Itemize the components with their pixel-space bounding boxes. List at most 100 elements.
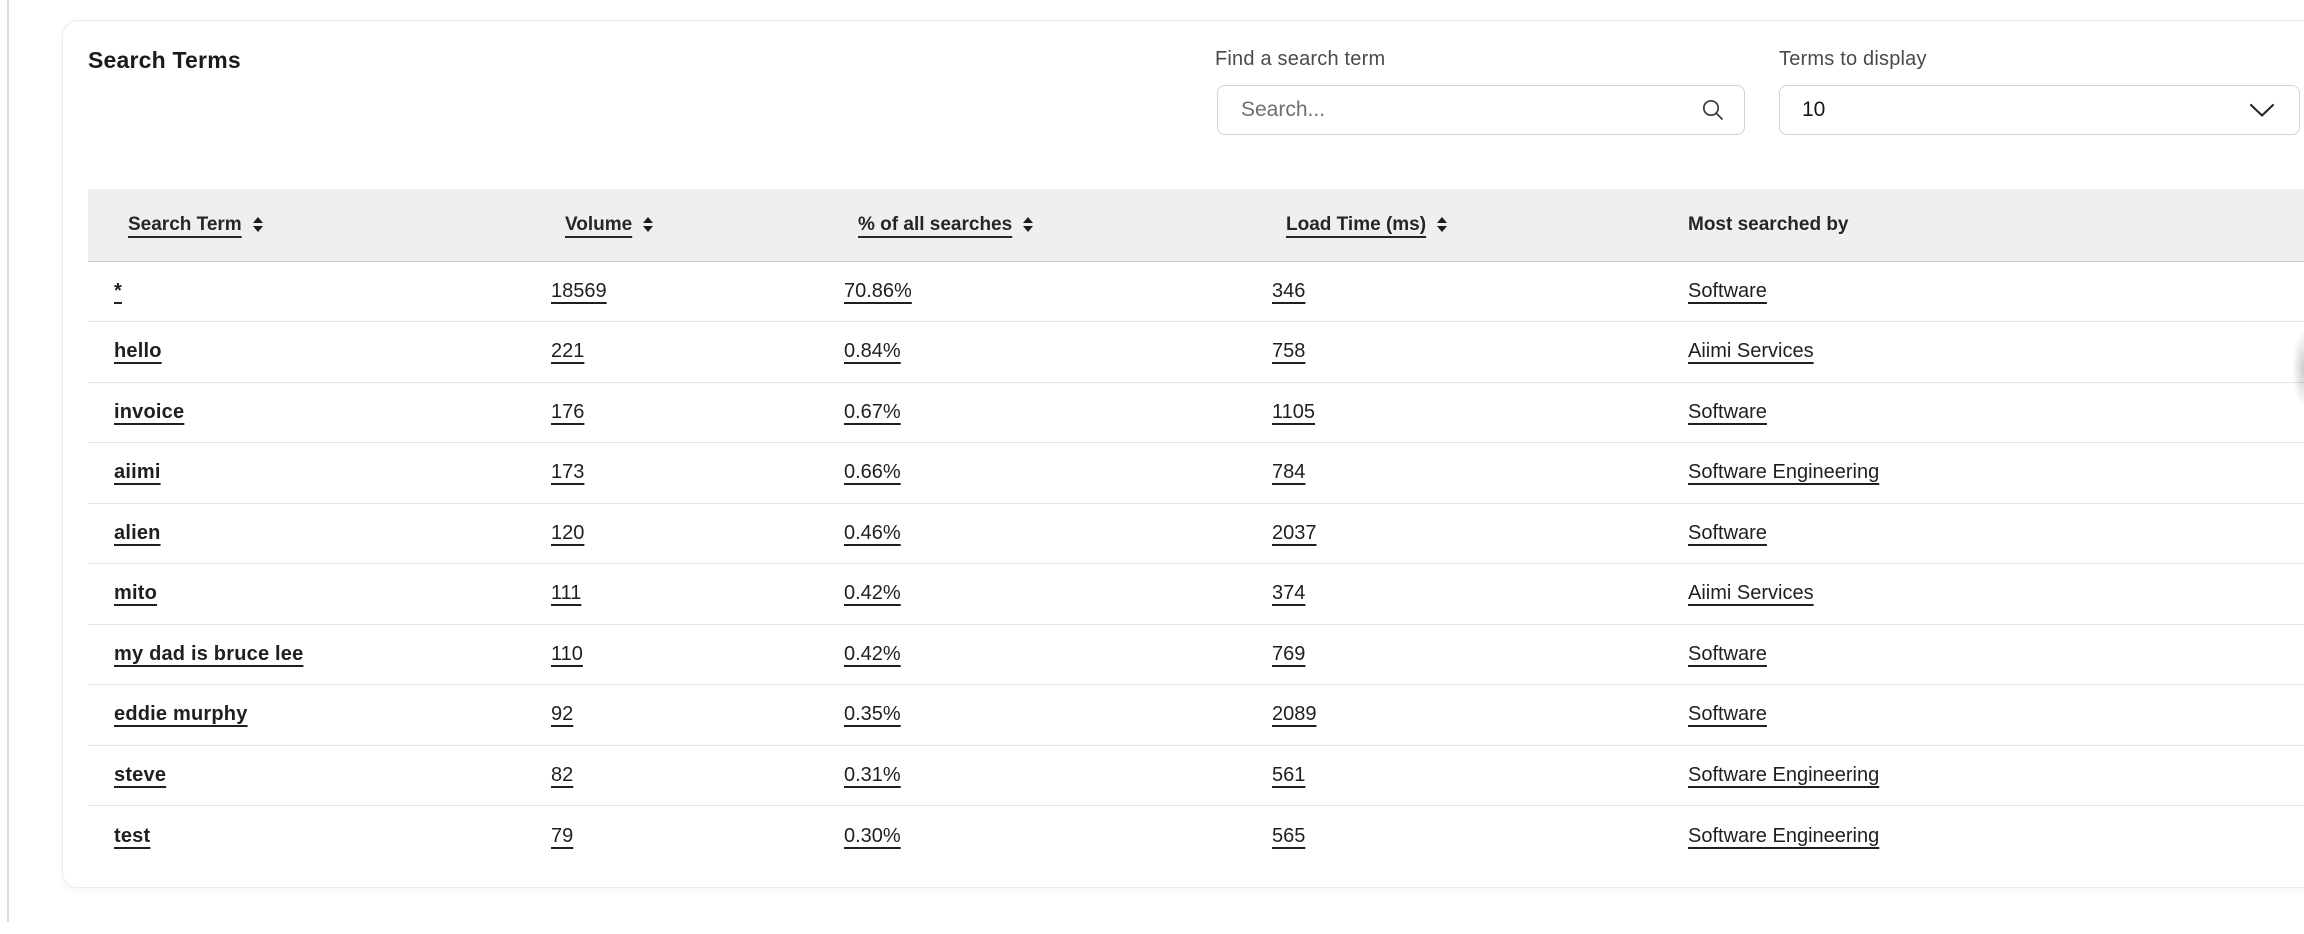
- cell-load-time: 784: [1246, 442, 1662, 503]
- cell-search-term: my dad is bruce lee: [88, 623, 525, 685]
- table-row: aiimi 173 0.66% 784 Software Engineering: [88, 442, 2304, 503]
- cell-most-searched-by-link[interactable]: Software: [1688, 703, 1767, 726]
- cell-volume: 111: [525, 563, 818, 624]
- cell-load-time-link[interactable]: 758: [1272, 340, 1306, 363]
- cell-search-term-link[interactable]: steve: [114, 763, 167, 786]
- cell-most-searched-by: Software: [1662, 502, 2304, 564]
- cell-load-time-link[interactable]: 561: [1272, 763, 1306, 786]
- cell-most-searched-by: Software: [1662, 261, 2304, 322]
- cell-search-term-link[interactable]: invoice: [114, 400, 185, 423]
- cell-most-searched-by: Software: [1662, 684, 2304, 745]
- cell-volume-link[interactable]: 120: [551, 521, 585, 544]
- cell-load-time-link[interactable]: 2089: [1272, 703, 1317, 726]
- cell-percent-of-searches-link[interactable]: 0.66%: [844, 461, 901, 484]
- cell-load-time: 769: [1246, 623, 1662, 685]
- chevron-down-icon: [2249, 103, 2275, 118]
- cell-percent-of-searches: 0.30%: [818, 805, 1246, 866]
- cell-load-time-link[interactable]: 565: [1272, 824, 1306, 847]
- cell-most-searched-by-link[interactable]: Aiimi Services: [1688, 582, 1814, 605]
- table-row: steve 82 0.31% 561 Software Engineering: [88, 744, 2304, 806]
- cell-search-term: steve: [88, 744, 525, 806]
- table-row: * 18569 70.86% 346 Software: [88, 261, 2304, 322]
- column-header-label: Most searched by: [1688, 213, 1849, 235]
- cell-volume: 221: [525, 321, 818, 382]
- cell-most-searched-by: Aiimi Services: [1662, 321, 2304, 382]
- cell-most-searched-by-link[interactable]: Software: [1688, 400, 1767, 423]
- cell-volume-link[interactable]: 176: [551, 400, 585, 423]
- cell-percent-of-searches-link[interactable]: 0.84%: [844, 340, 901, 363]
- table-header-row: Search Term Volume % o: [88, 189, 2304, 262]
- cell-most-searched-by-link[interactable]: Software Engineering: [1688, 461, 1880, 484]
- cell-most-searched-by: Software Engineering: [1662, 805, 2304, 866]
- search-field-label: Find a search term: [1215, 48, 1386, 70]
- cell-load-time-link[interactable]: 769: [1272, 642, 1306, 665]
- cell-load-time-link[interactable]: 374: [1272, 582, 1306, 605]
- cell-most-searched-by-link[interactable]: Software: [1688, 642, 1767, 665]
- cell-most-searched-by-link[interactable]: Software: [1688, 521, 1767, 544]
- search-icon[interactable]: [1700, 97, 1726, 123]
- cell-load-time: 561: [1246, 744, 1662, 806]
- sort-icon: [1023, 217, 1034, 233]
- cell-load-time-link[interactable]: 2037: [1272, 521, 1317, 544]
- cell-percent-of-searches-link[interactable]: 0.42%: [844, 642, 901, 665]
- cell-percent-of-searches-link[interactable]: 0.35%: [844, 703, 901, 726]
- cell-volume: 173: [525, 442, 818, 503]
- cell-search-term-link[interactable]: aiimi: [114, 461, 161, 484]
- cell-volume: 18569: [525, 261, 818, 322]
- cell-search-term-link[interactable]: *: [114, 279, 122, 302]
- cell-search-term-link[interactable]: hello: [114, 340, 162, 363]
- cell-percent-of-searches-link[interactable]: 0.42%: [844, 582, 901, 605]
- cell-most-searched-by-link[interactable]: Aiimi Services: [1688, 340, 1814, 363]
- cell-percent-of-searches-link[interactable]: 0.46%: [844, 521, 901, 544]
- search-terms-table-body: * 18569 70.86% 346 Software hello 221 0.84% 758 A…: [88, 261, 2304, 866]
- cell-load-time-link[interactable]: 784: [1272, 461, 1306, 484]
- cell-percent-of-searches: 0.84%: [818, 321, 1246, 382]
- column-header-volume[interactable]: Volume: [525, 189, 818, 262]
- cell-volume: 176: [525, 381, 818, 443]
- cell-volume-link[interactable]: 82: [551, 763, 574, 786]
- cell-search-term-link[interactable]: mito: [114, 582, 158, 605]
- cell-search-term: invoice: [88, 381, 525, 443]
- cell-volume-link[interactable]: 110: [551, 642, 583, 665]
- cell-search-term-link[interactable]: test: [114, 824, 151, 847]
- cell-volume-link[interactable]: 221: [551, 340, 585, 363]
- cell-percent-of-searches: 0.66%: [818, 442, 1246, 503]
- cell-percent-of-searches-link[interactable]: 70.86%: [844, 279, 912, 302]
- column-header-label: Volume: [565, 213, 633, 235]
- cell-most-searched-by-link[interactable]: Software Engineering: [1688, 824, 1880, 847]
- table-row: test 79 0.30% 565 Software Engineering: [88, 805, 2304, 866]
- cell-search-term-link[interactable]: my dad is bruce lee: [114, 642, 304, 665]
- cell-volume: 92: [525, 684, 818, 745]
- cell-load-time-link[interactable]: 1105: [1272, 400, 1316, 423]
- cell-volume-link[interactable]: 79: [551, 824, 574, 847]
- cell-load-time-link[interactable]: 346: [1272, 279, 1306, 302]
- cell-most-searched-by-link[interactable]: Software: [1688, 279, 1767, 302]
- column-header-search-term[interactable]: Search Term: [88, 189, 525, 262]
- column-header-label: Load Time (ms): [1286, 213, 1427, 235]
- cell-load-time: 346: [1246, 261, 1662, 322]
- cell-volume-link[interactable]: 173: [551, 461, 585, 484]
- column-header-load-time[interactable]: Load Time (ms): [1246, 189, 1662, 262]
- column-header-percent-of-searches[interactable]: % of all searches: [818, 189, 1246, 262]
- cell-percent-of-searches-link[interactable]: 0.30%: [844, 824, 901, 847]
- cell-search-term-link[interactable]: eddie murphy: [114, 703, 248, 726]
- cell-percent-of-searches-link[interactable]: 0.31%: [844, 763, 901, 786]
- cell-percent-of-searches-link[interactable]: 0.67%: [844, 400, 901, 423]
- search-box: [1217, 85, 1745, 135]
- cell-volume-link[interactable]: 18569: [551, 279, 607, 302]
- cell-volume: 120: [525, 502, 818, 564]
- search-input[interactable]: [1239, 97, 1700, 123]
- cell-search-term-link[interactable]: alien: [114, 521, 161, 544]
- sort-icon: [643, 217, 654, 233]
- cell-search-term: eddie murphy: [88, 684, 525, 745]
- scrollbar-thumb[interactable]: [2288, 318, 2304, 420]
- cell-most-searched-by-link[interactable]: Software Engineering: [1688, 763, 1880, 786]
- search-terms-table: Search Term Volume % o: [88, 189, 2304, 866]
- cell-volume-link[interactable]: 92: [551, 703, 574, 726]
- table-row: alien 120 0.46% 2037 Software: [88, 502, 2304, 564]
- cell-search-term: alien: [88, 502, 525, 564]
- cell-most-searched-by: Software Engineering: [1662, 442, 2304, 503]
- search-terms-card: Search Terms Find a search term Terms to…: [62, 20, 2304, 888]
- cell-volume-link[interactable]: 111: [551, 582, 582, 605]
- terms-to-display-select[interactable]: 10: [1779, 85, 2300, 135]
